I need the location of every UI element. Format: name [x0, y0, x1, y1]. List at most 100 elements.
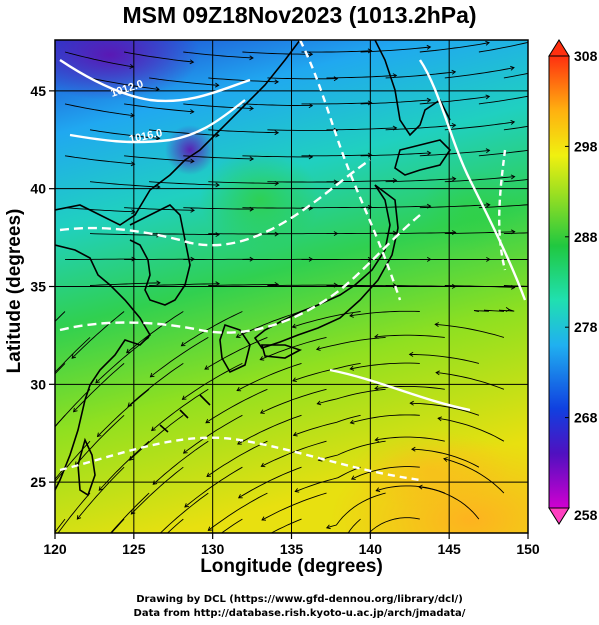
- streamline: [64, 103, 135, 117]
- streamline-arrowhead: [205, 418, 210, 424]
- streamline: [503, 72, 528, 79]
- streamline: [55, 466, 66, 481]
- streamline-arrowhead: [510, 119, 516, 125]
- streamline-arrowhead: [349, 365, 355, 371]
- x-tick-label: 140: [359, 541, 383, 557]
- streamline: [350, 414, 420, 424]
- coast-sakhalin: [374, 40, 451, 137]
- x-tick-label: 125: [122, 541, 146, 557]
- colorbar-tick-label: 278: [574, 319, 598, 335]
- streamline: [242, 155, 313, 158]
- streamline-arrowhead: [189, 59, 195, 65]
- streamline-arrowhead: [130, 509, 136, 515]
- streamline-arrowhead: [367, 100, 373, 106]
- streamline-arrowhead: [131, 256, 136, 262]
- streamline: [270, 518, 302, 533]
- streamline-arrowhead: [152, 480, 158, 485]
- streamline: [89, 282, 160, 286]
- streamline: [129, 414, 184, 461]
- streamline: [64, 51, 134, 68]
- streamline-arrowhead: [155, 86, 160, 92]
- streamline: [64, 207, 135, 213]
- streamline: [127, 363, 184, 407]
- streamline: [385, 285, 456, 287]
- streamline: [444, 231, 515, 235]
- streamline-arrowhead: [215, 232, 220, 237]
- streamline: [149, 283, 220, 286]
- streamline-arrowhead: [45, 491, 49, 495]
- streamline: [419, 149, 490, 157]
- streamline: [89, 77, 160, 90]
- streamline-arrowhead: [510, 65, 515, 71]
- streamline-arrowhead: [434, 322, 440, 327]
- streamline-arrowhead: [149, 372, 155, 378]
- coast-manchuria: [55, 40, 301, 226]
- streamline-arrowhead: [544, 37, 548, 41]
- streamline: [385, 71, 456, 79]
- streamline: [295, 466, 361, 493]
- streamline: [204, 336, 268, 370]
- streamline: [347, 518, 361, 533]
- streamline: [183, 207, 254, 210]
- streamline-arrowhead: [545, 146, 549, 150]
- streamline: [435, 323, 505, 338]
- y-tick-label: 30: [30, 376, 46, 392]
- y-tick-label: 45: [30, 83, 46, 99]
- streamline-arrowhead: [126, 348, 131, 354]
- streamline: [409, 353, 480, 364]
- streamline-arrowhead: [151, 426, 156, 432]
- streamline: [124, 207, 195, 211]
- streamline-arrowhead: [569, 117, 573, 121]
- streamline: [318, 440, 386, 461]
- streamline-arrowhead: [180, 341, 186, 347]
- streamline: [360, 46, 431, 53]
- streamline-arrowhead: [130, 112, 135, 118]
- streamline-arrowhead: [570, 172, 574, 176]
- streamline: [443, 458, 505, 494]
- streamline: [150, 337, 209, 378]
- map-title: MSM 09Z18Nov2023 (1013.2hPa): [122, 2, 477, 28]
- streamline: [126, 311, 184, 354]
- streamline-arrowhead: [240, 548, 244, 552]
- streamline-arrowhead: [206, 472, 212, 478]
- streamline-arrowhead: [374, 334, 379, 339]
- y-tick-label: 25: [30, 474, 46, 490]
- streamline-arrowhead: [190, 207, 195, 213]
- streamline: [267, 129, 338, 131]
- streamline-arrowhead: [235, 333, 241, 338]
- streamline: [385, 178, 456, 183]
- y-tick-label: 40: [30, 181, 46, 197]
- streamline: [152, 440, 209, 485]
- streamline-arrowhead: [308, 205, 314, 211]
- streamline: [208, 492, 268, 531]
- streamline: [208, 181, 279, 184]
- streamline: [326, 74, 397, 79]
- streamline: [503, 125, 528, 131]
- streamline-arrowhead: [155, 135, 161, 141]
- streamline: [75, 414, 125, 466]
- coast-honshu: [253, 184, 399, 349]
- streamline-arrowhead: [374, 437, 380, 442]
- streamline-arrowhead: [184, 503, 189, 508]
- streamline: [301, 102, 372, 105]
- streamline-arrowhead: [392, 73, 398, 79]
- streamline: [208, 77, 279, 83]
- coast-shikoku: [260, 344, 303, 359]
- streamline-arrowhead: [25, 572, 29, 576]
- streamline-arrowhead: [237, 494, 243, 499]
- streamline-arrowhead: [291, 323, 297, 329]
- streamline-arrowhead: [316, 400, 322, 406]
- streamline-arrowhead: [214, 82, 220, 88]
- streamline: [76, 466, 125, 520]
- streamline: [374, 334, 445, 338]
- streamline: [438, 417, 505, 442]
- streamline-arrowhead: [315, 346, 321, 351]
- streamline-arrowhead: [274, 130, 280, 136]
- coast-korea: [129, 204, 191, 306]
- streamline-arrowhead: [259, 409, 265, 414]
- streamline: [267, 77, 338, 80]
- streamline: [151, 388, 209, 431]
- streamline: [261, 492, 327, 521]
- x-tick-label: 145: [437, 541, 461, 557]
- streamline: [110, 518, 125, 533]
